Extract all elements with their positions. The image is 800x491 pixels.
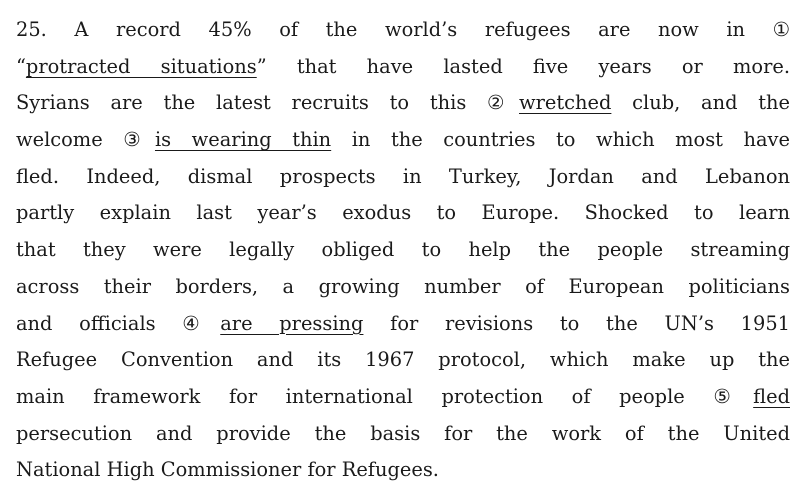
passage-line: that they were legally obliged to help t… bbox=[16, 232, 790, 269]
passage-text: persecution and provide the basis for th… bbox=[16, 421, 790, 445]
passage-text: that they were legally obliged to help t… bbox=[16, 238, 790, 262]
passage-text: 25. A record 45% of the world’s refugees… bbox=[16, 18, 790, 41]
passage-text: Syrians are the latest recruits to this … bbox=[16, 91, 520, 115]
passage-text: welcome ③ bbox=[16, 128, 155, 152]
passage-text: club, and the bbox=[611, 91, 790, 115]
passage-text: main framework for international protect… bbox=[16, 384, 754, 408]
passage-text: for revisions to the UN’s 1951 bbox=[363, 311, 790, 335]
underlined-phrase: fled bbox=[753, 384, 790, 408]
passage-line: Syrians are the latest recruits to this … bbox=[16, 85, 790, 122]
passage-line: 25. A record 45% of the world’s refugees… bbox=[16, 12, 790, 49]
underlined-phrase: protracted situations bbox=[25, 54, 257, 78]
underlined-phrase: wretched bbox=[519, 91, 612, 115]
passage-line: persecution and provide the basis for th… bbox=[16, 416, 790, 453]
passage-line: and officials ④are pressing for revision… bbox=[16, 306, 790, 343]
passage-text: Refugee Convention and its 1967 protocol… bbox=[16, 348, 790, 372]
passage-line: fled. Indeed, dismal prospects in Turkey… bbox=[16, 159, 790, 196]
passage-text: and officials ④ bbox=[16, 311, 221, 335]
passage-line: main framework for international protect… bbox=[16, 379, 790, 416]
passage-line: National High Commissioner for Refugees. bbox=[16, 452, 790, 489]
passage-line: across their borders, a growing number o… bbox=[16, 269, 790, 306]
underlined-phrase: are pressing bbox=[220, 311, 364, 335]
passage-line: partly explain last year’s exodus to Eur… bbox=[16, 195, 790, 232]
passage-line: welcome ③is wearing thin in the countrie… bbox=[16, 122, 790, 159]
passage-line: Refugee Convention and its 1967 protocol… bbox=[16, 342, 790, 379]
passage-text: “ bbox=[16, 54, 26, 78]
passage-line: “protracted situations” that have lasted… bbox=[16, 49, 790, 86]
reading-passage: 25. A record 45% of the world’s refugees… bbox=[16, 12, 790, 489]
passage-text: ” that have lasted five years or more. bbox=[256, 54, 790, 78]
passage-text: fled. Indeed, dismal prospects in Turkey… bbox=[16, 164, 790, 188]
passage-text: National High Commissioner for Refugees. bbox=[16, 458, 439, 482]
passage-text: across their borders, a growing number o… bbox=[16, 274, 790, 298]
underlined-phrase: is wearing thin bbox=[154, 128, 332, 152]
passage-text: partly explain last year’s exodus to Eur… bbox=[16, 201, 790, 225]
passage-text: in the countries to which most have bbox=[331, 128, 790, 152]
